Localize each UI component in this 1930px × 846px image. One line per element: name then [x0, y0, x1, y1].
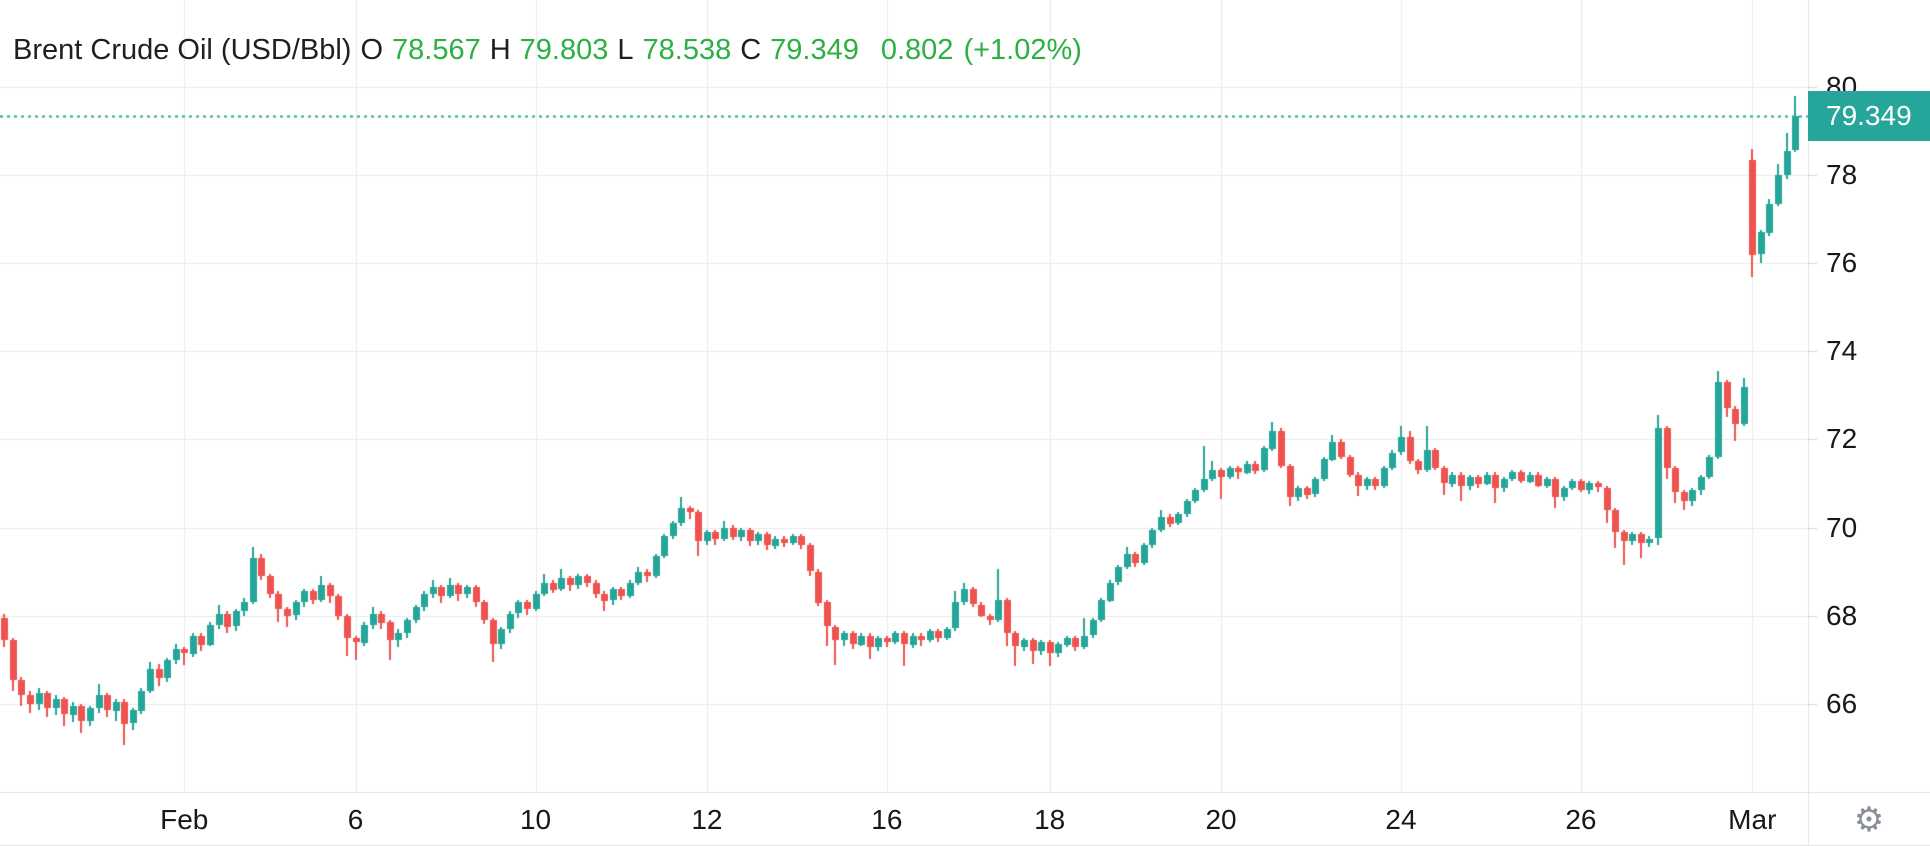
time-axis-label: Feb	[160, 804, 209, 835]
high-label: H	[489, 34, 511, 66]
current-price-value: 79.349	[1826, 99, 1912, 131]
close-label: C	[740, 34, 762, 66]
time-axis[interactable]: Feb 6 10 12 16 18 20 24 26 Mar	[0, 792, 1808, 846]
price-axis-label: 70	[1826, 511, 1858, 543]
current-price-badge: 79.349	[1808, 90, 1930, 141]
change-percent: (+1.02%)	[963, 34, 1082, 66]
high-value: 79.803	[519, 34, 609, 66]
settings-gear-icon[interactable]: ⚙	[1853, 801, 1885, 839]
instrument-title: Brent Crude Oil (USD/Bbl)	[13, 34, 352, 66]
time-axis-label: 20	[1205, 804, 1237, 835]
time-axis-label: 24	[1385, 804, 1417, 835]
price-axis-label: 66	[1826, 687, 1858, 719]
time-axis-label: 16	[871, 804, 903, 835]
price-axis-label: 74	[1826, 335, 1858, 367]
open-value: 78.567	[392, 34, 481, 66]
price-axis-label: 72	[1826, 423, 1858, 455]
price-axis-label: 68	[1826, 599, 1858, 631]
close-value: 79.349	[770, 34, 859, 66]
low-label: L	[617, 34, 634, 66]
price-axis-label: 76	[1826, 247, 1858, 279]
time-axis-label: 18	[1034, 804, 1066, 835]
time-axis-label: Mar	[1728, 804, 1777, 835]
time-axis-label: 26	[1565, 804, 1597, 835]
time-axis-label: 12	[691, 804, 723, 835]
low-value: 78.538	[642, 34, 732, 66]
time-axis-label: 10	[519, 804, 552, 835]
chart-header: Brent Crude Oil (USD/Bbl) O 78.567 H 79.803 L…	[13, 33, 1082, 67]
price-axis-label: 78	[1826, 158, 1858, 190]
open-label: O	[360, 34, 383, 66]
change-value: 0.802	[880, 34, 954, 66]
time-axis-label: 6	[347, 804, 364, 835]
